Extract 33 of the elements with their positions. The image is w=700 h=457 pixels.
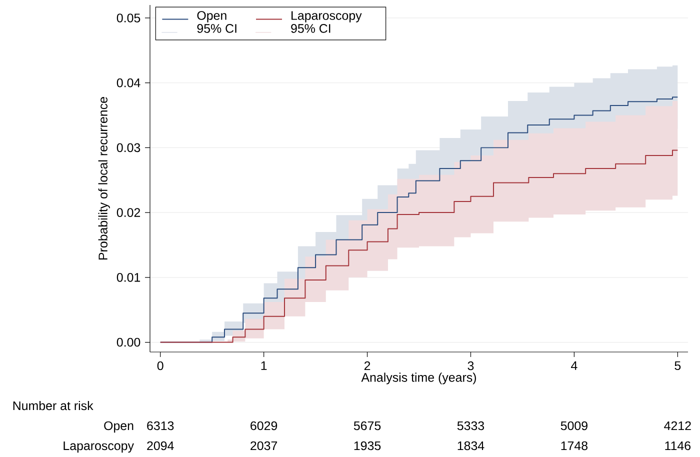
text: 6313 bbox=[147, 421, 174, 430]
y-axis-title: Probability of local recurrence bbox=[98, 97, 110, 260]
text: 2094 bbox=[147, 441, 174, 450]
text: Number at risk bbox=[13, 400, 94, 410]
text: 2037 bbox=[250, 441, 278, 450]
text: 5675 bbox=[354, 421, 381, 430]
y-tick-label: 0.05 bbox=[116, 14, 140, 22]
text: 1834 bbox=[458, 441, 484, 450]
text: 4212 bbox=[664, 421, 691, 430]
x-tick-label: 3 bbox=[468, 361, 474, 370]
text: 6029 bbox=[250, 421, 278, 430]
text: 5333 bbox=[457, 421, 484, 430]
text: 1748 bbox=[561, 441, 588, 450]
legend-label: Laparoscopy bbox=[292, 11, 362, 22]
x-axis-title: Analysis time (years) bbox=[361, 372, 476, 384]
text: 5009 bbox=[560, 421, 588, 430]
text: Open bbox=[104, 421, 134, 433]
y-tick-label: 0.04 bbox=[116, 78, 140, 88]
x-tick-label: 5 bbox=[674, 361, 681, 370]
annotation: 95% CI bbox=[197, 24, 236, 33]
y-tick-label: 0.02 bbox=[116, 208, 140, 217]
x-tick-label: 4 bbox=[571, 361, 578, 370]
text: Laparoscopy bbox=[64, 441, 134, 453]
text: 1935 bbox=[354, 441, 381, 450]
x-tick-label: 1 bbox=[261, 361, 267, 370]
y-tick-label: 0.03 bbox=[116, 143, 140, 152]
annotation: 95% CI bbox=[291, 24, 330, 33]
legend-label: Open bbox=[197, 11, 226, 22]
x-tick-label: 0 bbox=[157, 361, 164, 370]
y-tick-label: 0.01 bbox=[116, 273, 140, 282]
text: 1146 bbox=[665, 441, 690, 450]
y-tick-label: 0.00 bbox=[116, 338, 140, 347]
x-tick-label: 2 bbox=[364, 361, 370, 370]
